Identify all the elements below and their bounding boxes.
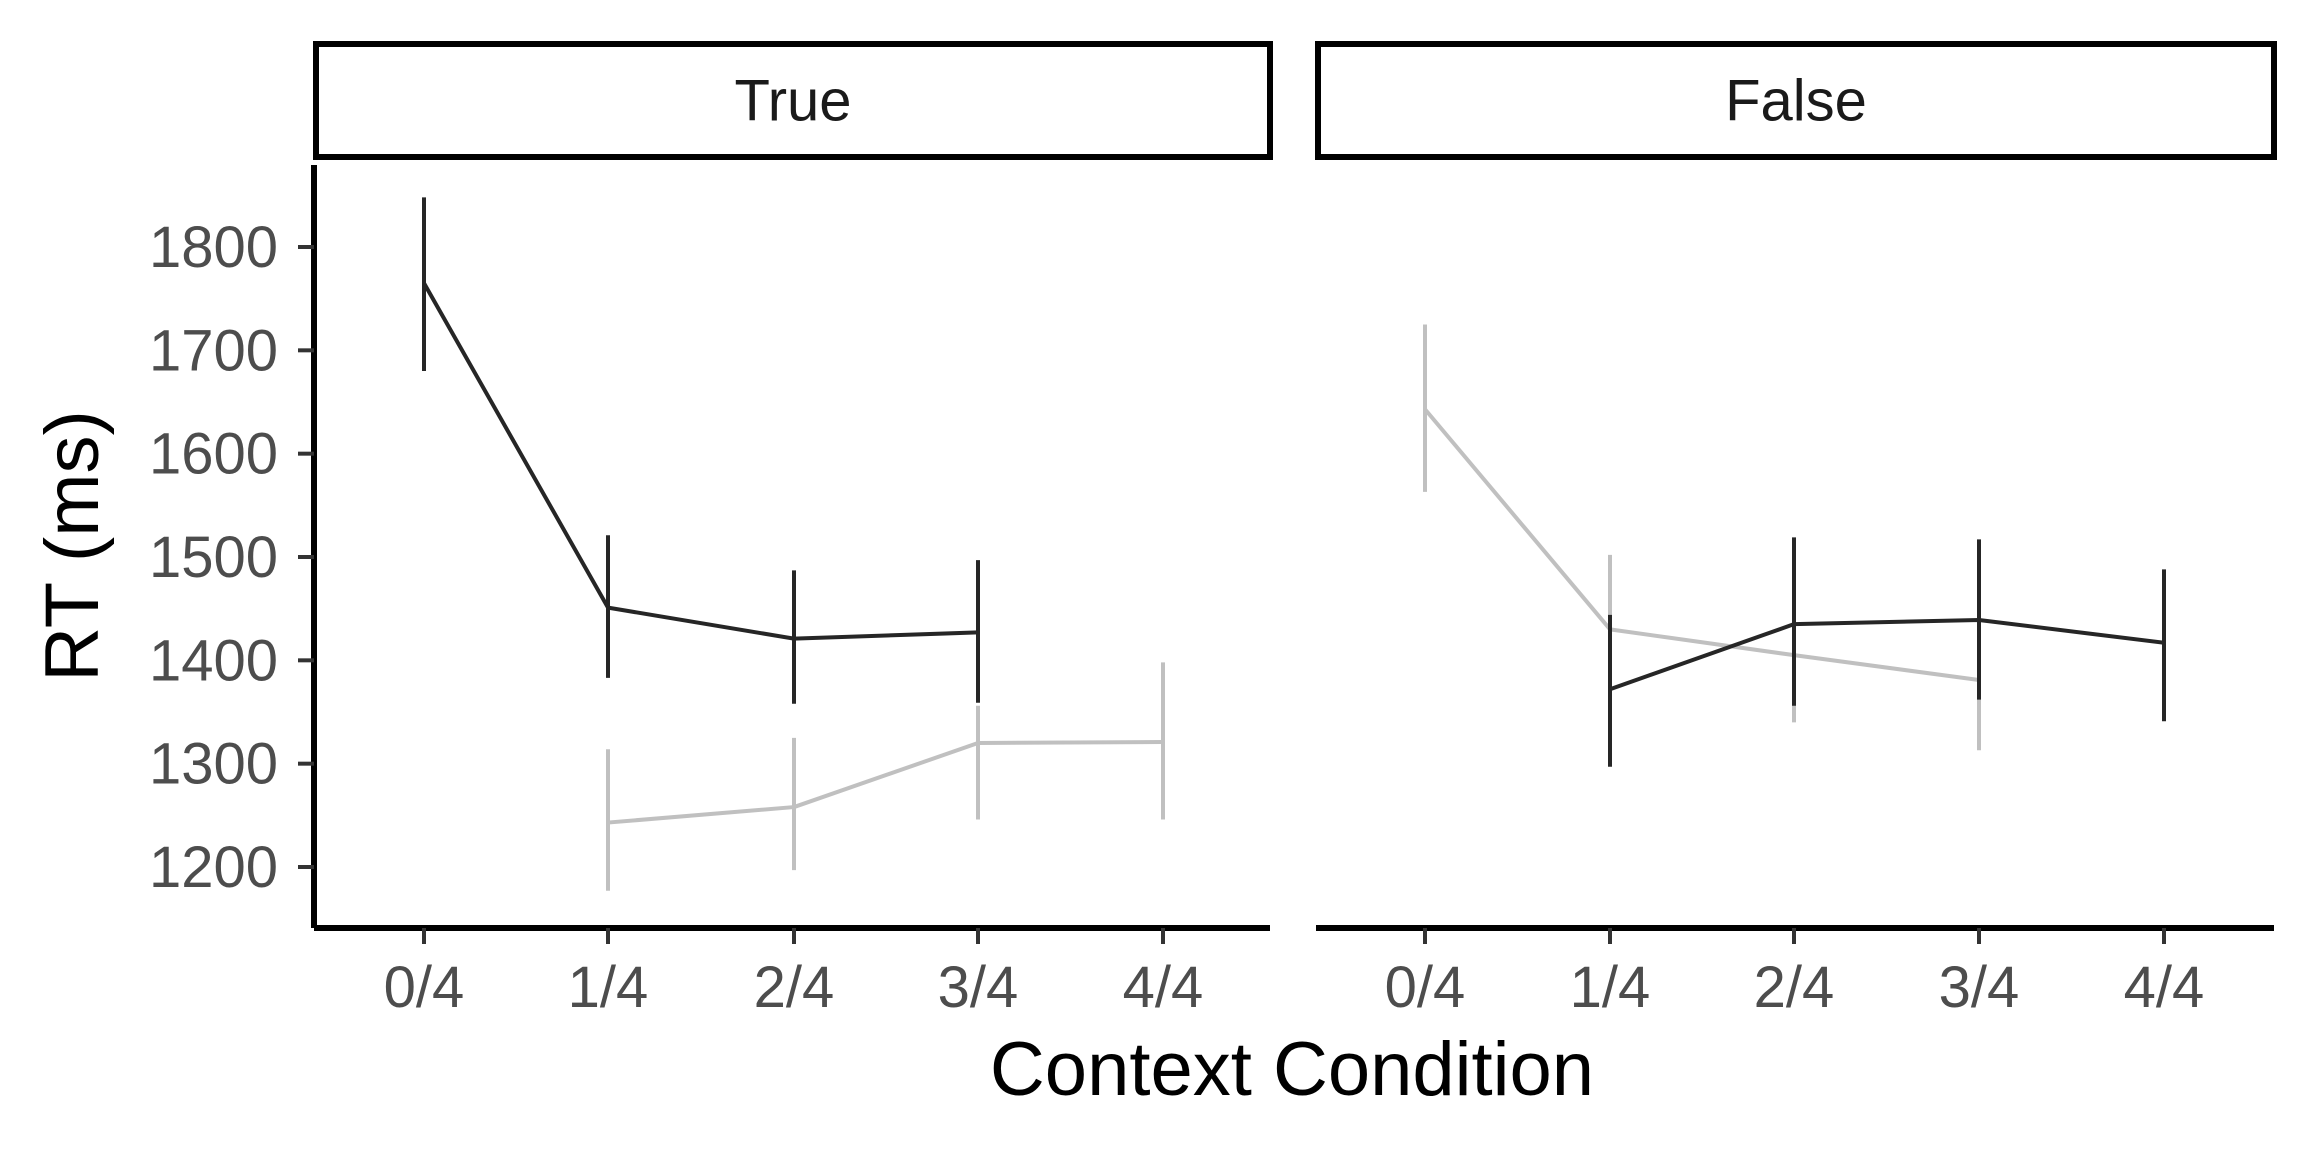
facet-strip <box>313 41 1273 160</box>
x-tick-label: 0/4 <box>384 955 465 1020</box>
facet-strip-label: True <box>734 69 851 134</box>
y-axis-title: RT (ms) <box>30 410 115 682</box>
x-tick-label: 3/4 <box>938 955 1019 1020</box>
series-line <box>1423 407 1980 682</box>
series-dark <box>1608 537 2166 767</box>
y-tick-label: 1300 <box>149 732 278 797</box>
y-tick-label: 1400 <box>149 628 278 693</box>
y-tick-label: 1700 <box>149 318 278 383</box>
series-light <box>1423 324 1981 751</box>
x-axis-title: Context Condition <box>990 1027 1594 1112</box>
x-tick-label: 1/4 <box>1570 955 1651 1020</box>
x-tick-label: 3/4 <box>1939 955 2020 1020</box>
x-tick-label: 2/4 <box>1754 955 1835 1020</box>
x-tick-label: 1/4 <box>568 955 649 1020</box>
facet-panel-true: True 0/4 1/4 2/4 3/4 4/4 <box>313 41 1273 1020</box>
facet-strip <box>1315 41 2277 160</box>
x-tick-label: 4/4 <box>1123 955 1204 1020</box>
y-tick-label: 1800 <box>149 215 278 280</box>
y-axis: 1200 1300 1400 1500 1600 1700 1800 <box>149 165 317 928</box>
y-tick-label: 1200 <box>149 835 278 900</box>
x-tick-label: 4/4 <box>2124 955 2205 1020</box>
series-line <box>607 739 1164 825</box>
facets-layer: True 0/4 1/4 2/4 3/4 4/4 False 0/4 1/4 2/4 3/4 4/4 <box>313 41 2277 1020</box>
series-line <box>422 282 979 641</box>
y-tick-label: 1600 <box>149 422 278 487</box>
x-tick-label: 2/4 <box>754 955 835 1020</box>
series-line <box>1609 618 2165 692</box>
facet-panel-false: False 0/4 1/4 2/4 3/4 4/4 <box>1315 41 2277 1020</box>
facet-strip-label: False <box>1725 69 1867 134</box>
x-tick-label: 0/4 <box>1385 955 1466 1020</box>
y-tick-label: 1500 <box>149 525 278 590</box>
series-dark <box>422 197 980 704</box>
series-light <box>606 662 1165 891</box>
